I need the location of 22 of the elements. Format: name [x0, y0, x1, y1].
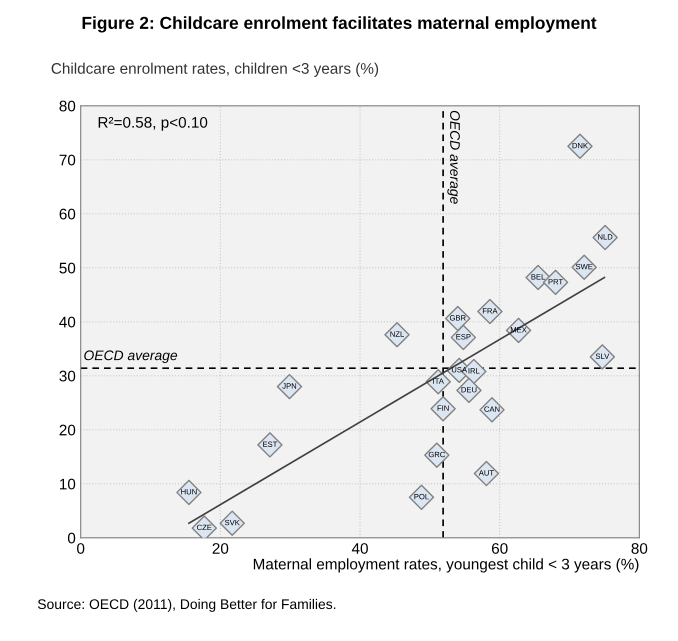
y-tick-label: 40 — [59, 316, 76, 328]
x-tick-label: 60 — [492, 543, 508, 554]
y-tick-label: 80 — [59, 100, 76, 112]
y-tick-label: 20 — [60, 424, 76, 436]
x-tick-label: 20 — [212, 543, 228, 554]
chart-title: Figure 2: Childcare enrolment facilitates maternal employment — [82, 16, 596, 33]
x-axis-title: Maternal employment rates, youngest child < 3 years (%) — [254, 558, 638, 573]
y-tick-label: 70 — [60, 154, 76, 166]
x-tick-label: 40 — [352, 543, 368, 554]
y-tick-label: 10 — [60, 478, 76, 490]
x-tick-label: 0 — [77, 543, 84, 554]
y-axis-title: Childcare enrolment rates, children <3 years (%) — [52, 62, 378, 77]
y-tick-label: 30 — [59, 370, 76, 382]
x-tick-label: 80 — [632, 543, 648, 554]
y-tick-label: 50 — [59, 262, 76, 274]
point — [430, 396, 456, 422]
ref-line-label: OECD average — [447, 110, 460, 204]
source-note: Source: OECD (2011), Doing Better for Families. — [38, 598, 336, 612]
ref-line-label: OECD average — [84, 350, 178, 364]
annotation: R²=0.58, p<0.10 — [98, 116, 208, 131]
y-tick-label: 0 — [68, 532, 76, 544]
y-tick-label: 60 — [60, 208, 76, 220]
